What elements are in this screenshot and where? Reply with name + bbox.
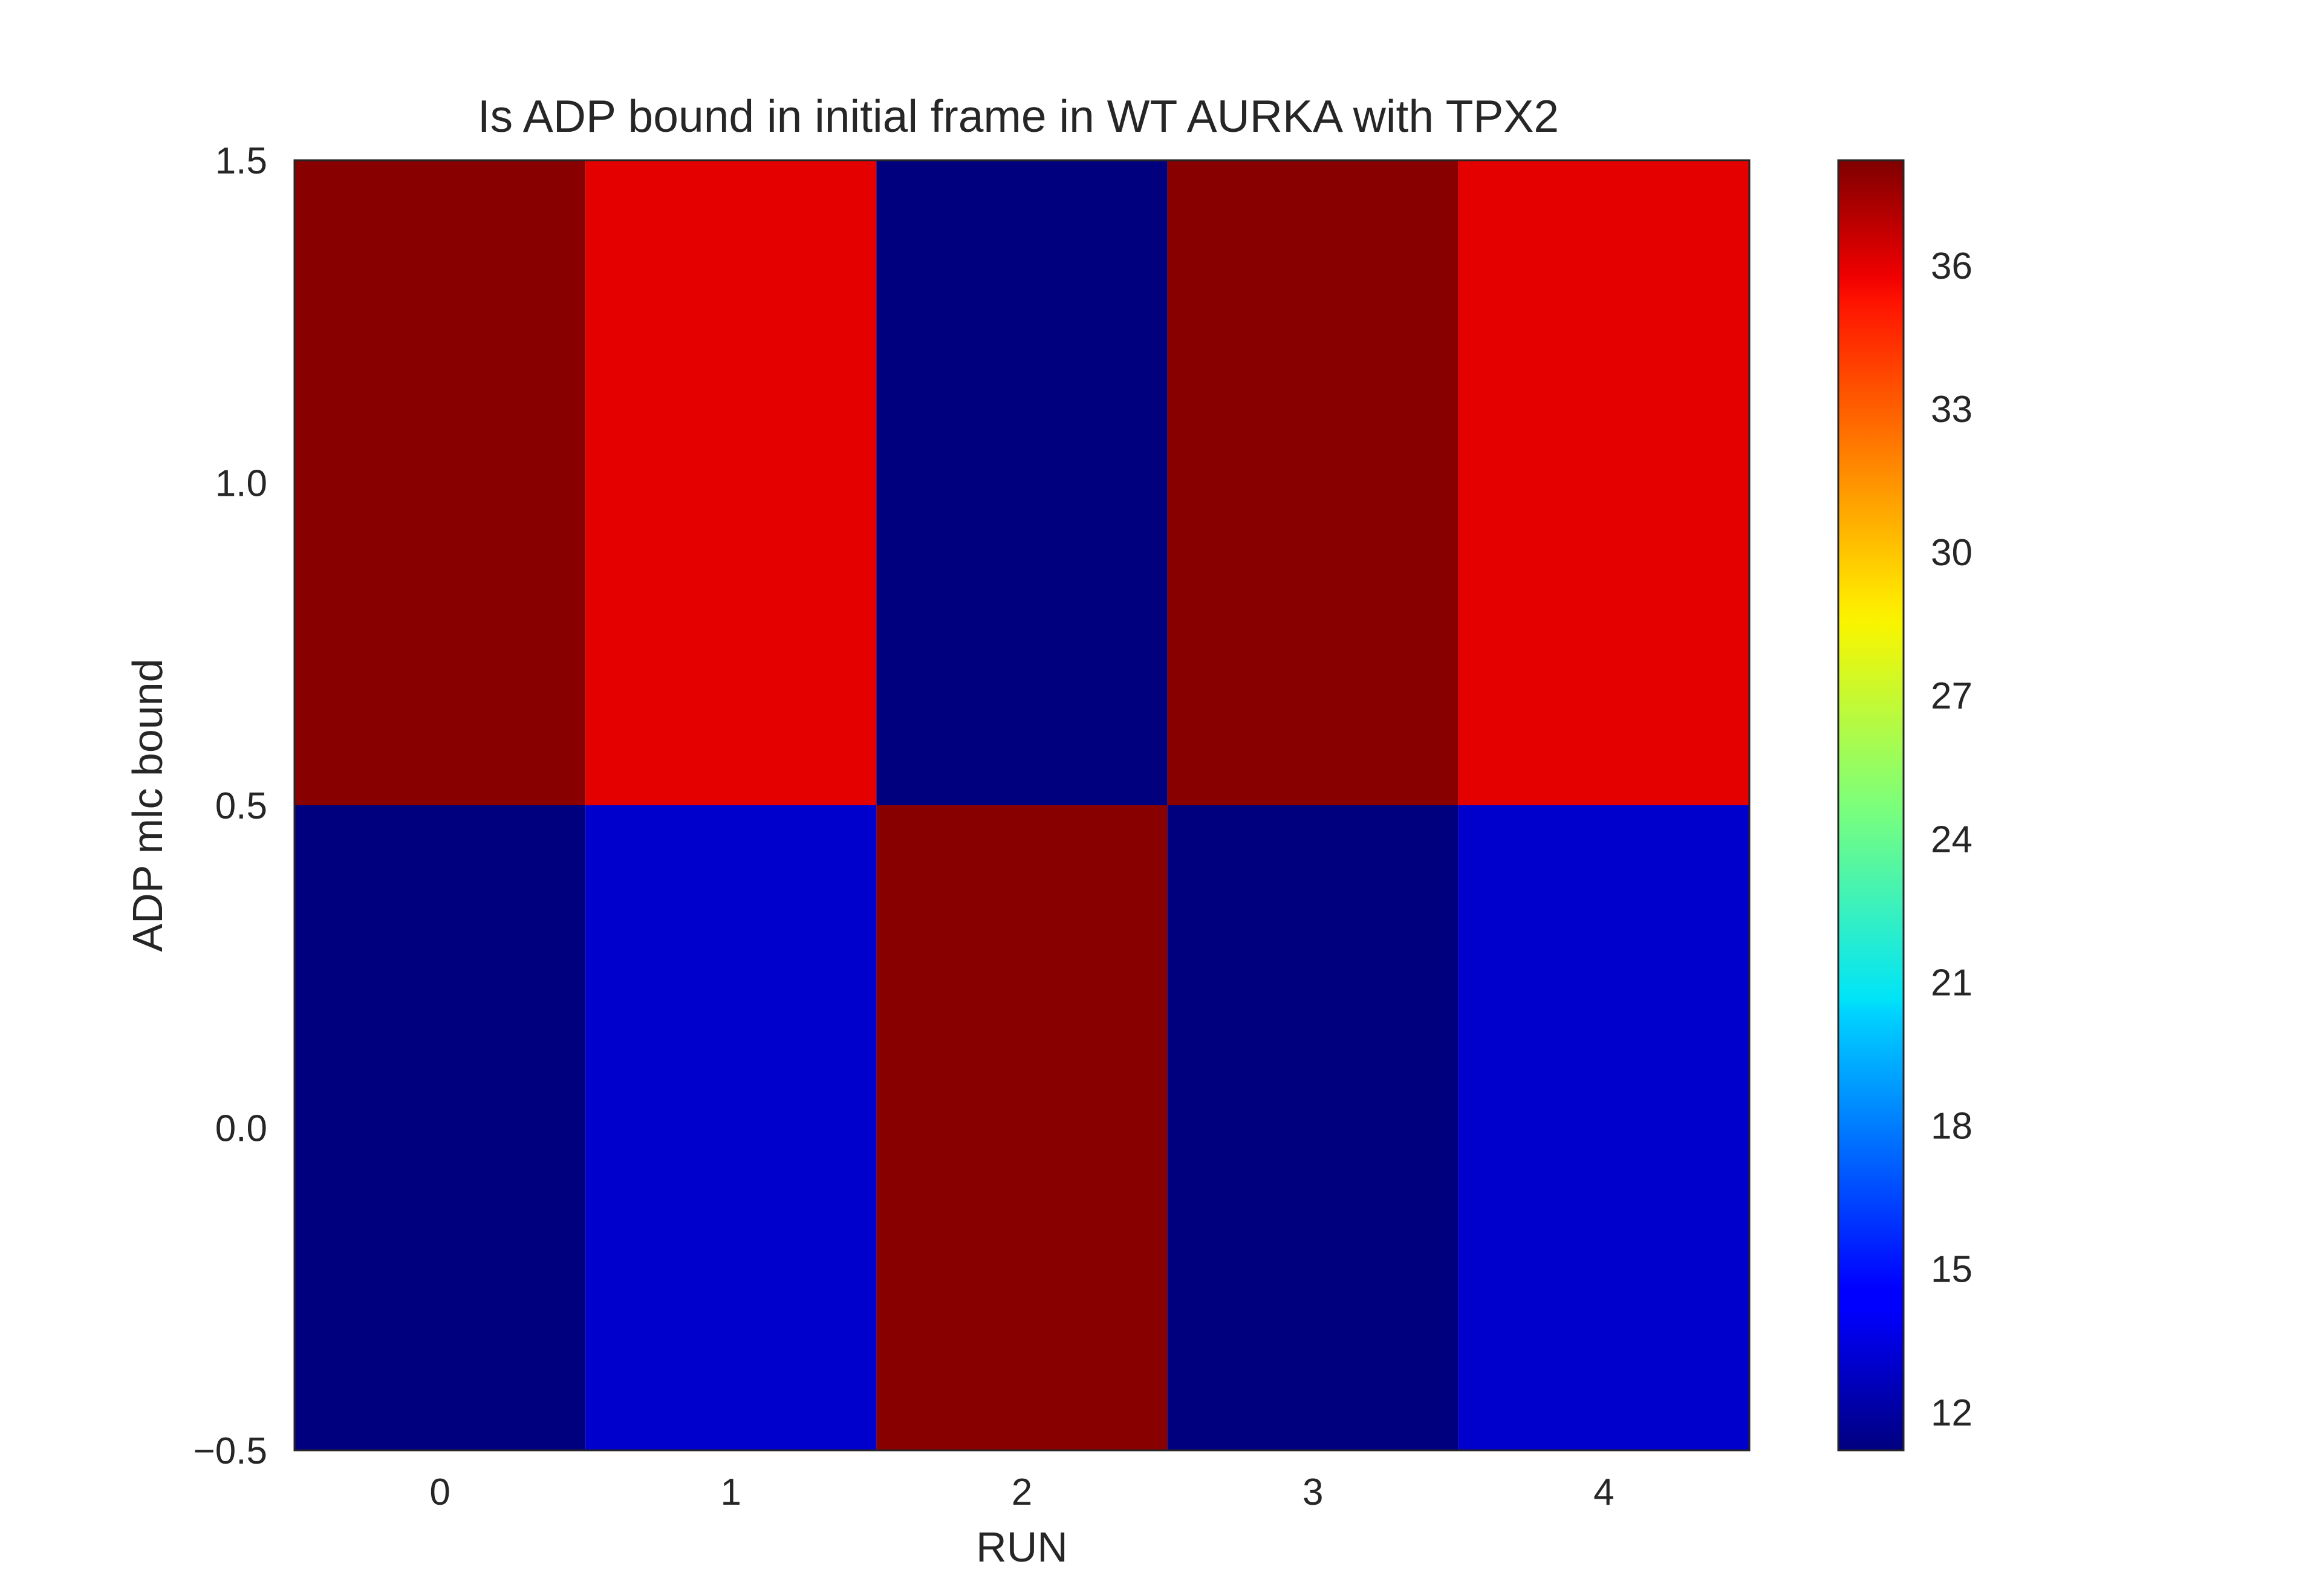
y-axis-label: ADP mlc bound — [124, 658, 171, 952]
colorbar — [1837, 159, 1905, 1452]
y-tick-label: 0.5 — [215, 785, 267, 827]
heatmap-cell-run4-row0 — [1458, 805, 1749, 1450]
heatmap-cell-run3-row1 — [1167, 160, 1459, 805]
plot-frame — [293, 159, 1751, 1452]
y-tick-label: 1.0 — [215, 463, 267, 505]
y-axis-ticks: 1.5 1.0 0.5 0.0 −0.5 — [194, 140, 267, 1472]
x-tick-label: 2 — [1012, 1471, 1032, 1513]
colorbar-ticks: 12 15 18 21 24 27 30 33 36 — [1931, 245, 1972, 1434]
colorbar-tick-label: 21 — [1931, 962, 1972, 1004]
colorbar-tick-label: 33 — [1931, 389, 1972, 430]
heatmap-cell-run0-row0 — [294, 805, 586, 1450]
x-axis-label: RUN — [976, 1523, 1068, 1571]
heatmap-cells — [294, 160, 1749, 1450]
heatmap-cell-run4-row1 — [1458, 160, 1749, 805]
colorbar-tick-label: 15 — [1931, 1249, 1972, 1291]
chart-title: Is ADP bound in initial frame in WT AURK… — [478, 91, 1559, 141]
heatmap-cell-run1-row1 — [585, 160, 877, 805]
heatmap-cell-run2-row0 — [876, 805, 1168, 1450]
x-tick-label: 0 — [429, 1471, 450, 1513]
colorbar-tick-label: 27 — [1931, 675, 1972, 717]
x-tick-label: 4 — [1593, 1471, 1614, 1513]
colorbar-tick-label: 18 — [1931, 1106, 1972, 1147]
heatmap-cell-run2-row1 — [876, 160, 1168, 805]
y-tick-label: 0.0 — [215, 1108, 267, 1150]
colorbar-tick-label: 36 — [1931, 245, 1972, 287]
colorbar-tick-label: 30 — [1931, 532, 1972, 574]
colorbar-tick-label: 12 — [1931, 1392, 1972, 1434]
heatmap-cell-run3-row0 — [1167, 805, 1459, 1450]
x-tick-label: 3 — [1302, 1471, 1323, 1513]
colorbar-tick-label: 24 — [1931, 819, 1972, 860]
y-tick-label: −0.5 — [194, 1430, 267, 1472]
heatmap-cell-run1-row0 — [585, 805, 877, 1450]
y-tick-label: 1.5 — [215, 140, 267, 182]
x-tick-label: 1 — [721, 1471, 741, 1513]
x-axis-ticks: 0 1 2 3 4 — [429, 1471, 1614, 1513]
heatmap-cell-run0-row1 — [294, 160, 586, 805]
